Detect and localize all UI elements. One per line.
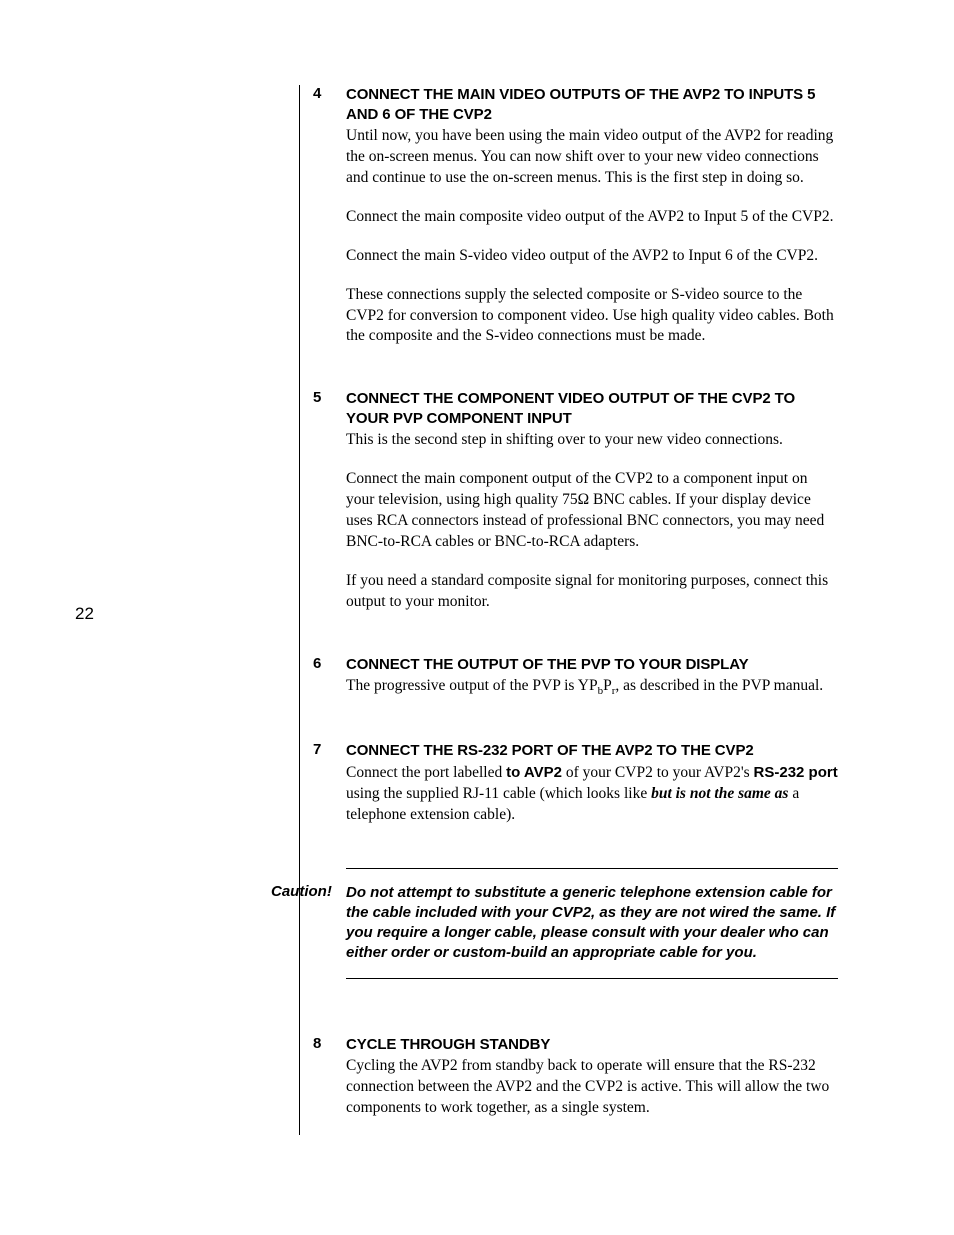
step-7-p1: Connect the port labelled to AVP2 of you… <box>346 763 838 826</box>
vertical-divider <box>299 85 300 1135</box>
step-8-heading: CYCLE THROUGH STANDBY <box>346 1035 838 1055</box>
step-number-4: 4 <box>313 85 321 102</box>
caution-label: Caution! <box>271 883 332 900</box>
step-number-6: 6 <box>313 655 321 672</box>
step-5-p3: If you need a standard composite signal … <box>346 571 838 613</box>
step-4-heading: CONNECT THE MAIN VIDEO OUTPUTS OF THE AV… <box>346 85 838 124</box>
caution-text: Do not attempt to substitute a generic t… <box>346 883 838 964</box>
content-area: 4 CONNECT THE MAIN VIDEO OUTPUTS OF THE … <box>313 85 838 1161</box>
step-6: 6 CONNECT THE OUTPUT OF THE PVP TO YOUR … <box>313 655 838 699</box>
step-7: 7 CONNECT THE RS-232 PORT OF THE AVP2 TO… <box>313 741 838 825</box>
step-4-p2: Connect the main composite video output … <box>346 207 838 228</box>
step-4: 4 CONNECT THE MAIN VIDEO OUTPUTS OF THE … <box>313 85 838 347</box>
step-4-p4: These connections supply the selected co… <box>346 285 838 348</box>
step-4-p3: Connect the main S-video video output of… <box>346 246 838 267</box>
step-5-heading: CONNECT THE COMPONENT VIDEO OUTPUT OF TH… <box>346 389 838 428</box>
page-number: 22 <box>75 604 94 624</box>
step-4-p1: Until now, you have been using the main … <box>346 126 838 189</box>
step-number-5: 5 <box>313 389 321 406</box>
step-5-body: This is the second step in shifting over… <box>346 430 838 612</box>
step-6-body: The progressive output of the PVP is YPb… <box>346 676 838 699</box>
step-6-p1: The progressive output of the PVP is YPb… <box>346 676 838 699</box>
step-7-heading: CONNECT THE RS-232 PORT OF THE AVP2 TO T… <box>346 741 838 761</box>
step-5-p1: This is the second step in shifting over… <box>346 430 838 451</box>
step-8-body: Cycling the AVP2 from standby back to op… <box>346 1056 838 1119</box>
caution-block: Caution! Do not attempt to substitute a … <box>346 868 838 979</box>
step-number-8: 8 <box>313 1035 321 1052</box>
step-8: 8 CYCLE THROUGH STANDBY Cycling the AVP2… <box>313 1035 838 1119</box>
step-5: 5 CONNECT THE COMPONENT VIDEO OUTPUT OF … <box>313 389 838 612</box>
step-6-heading: CONNECT THE OUTPUT OF THE PVP TO YOUR DI… <box>346 655 838 675</box>
step-5-p2: Connect the main component output of the… <box>346 469 838 553</box>
step-8-p1: Cycling the AVP2 from standby back to op… <box>346 1056 838 1119</box>
step-number-7: 7 <box>313 741 321 758</box>
step-4-body: Until now, you have been using the main … <box>346 126 838 347</box>
step-7-body: Connect the port labelled to AVP2 of you… <box>346 763 838 826</box>
